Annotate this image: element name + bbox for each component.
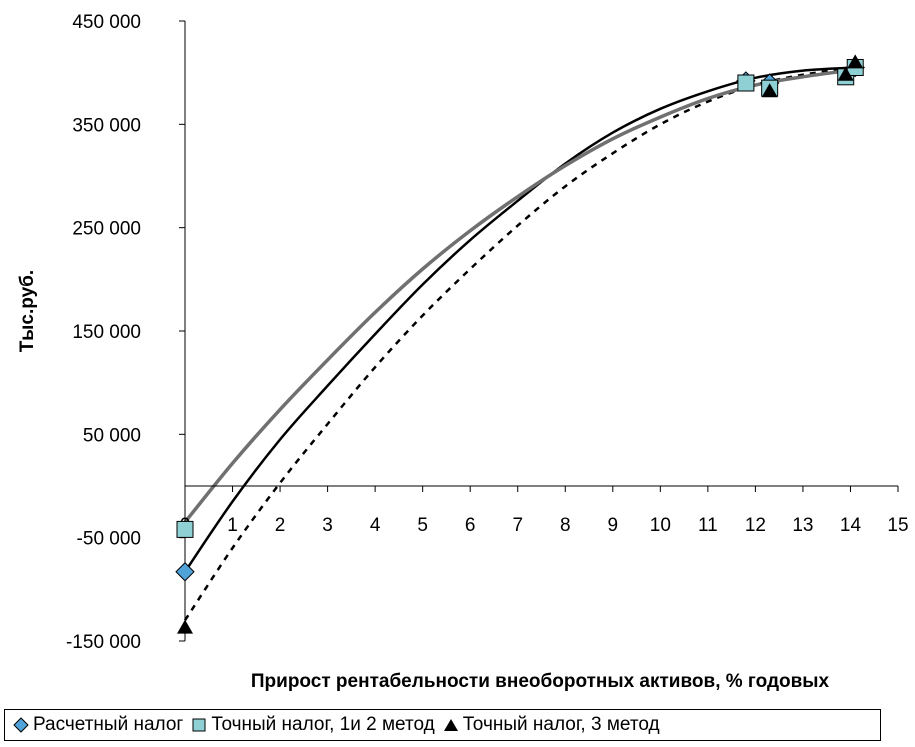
legend-item-calc-tax: Расчетный налог <box>13 714 183 736</box>
x-tick-label: 10 <box>650 515 671 536</box>
x-tick-label: 13 <box>792 515 813 536</box>
x-tick-label: 1 <box>227 515 238 536</box>
x-tick-label: 8 <box>560 515 571 536</box>
series-line-0 <box>183 66 856 573</box>
x-axis-title: Прирост рентабельности внеоборотных акти… <box>251 671 830 692</box>
series-markers <box>175 54 865 634</box>
y-tick-label: 50 000 <box>83 425 141 446</box>
x-tick-label: 9 <box>608 515 619 536</box>
series-line-1 <box>183 67 856 524</box>
y-tick-label: -150 000 <box>66 632 141 653</box>
legend-item-exact-tax-1-2: Точный налог, 1и 2 метод <box>191 714 435 736</box>
axes <box>179 20 899 642</box>
x-tick-label: 7 <box>512 515 523 536</box>
x-tick-label: 5 <box>417 515 428 536</box>
y-axis-title: Тыс.руб. <box>17 270 38 352</box>
series-line-2 <box>183 66 856 622</box>
y-tick-label: 350 000 <box>72 115 141 136</box>
x-tick-label: 15 <box>887 515 908 536</box>
chart-canvas: 450 000 350 000 250 000 150 000 50 000 -50 00… <box>17 12 909 692</box>
diamond-icon <box>13 717 29 733</box>
x-tick-label: 14 <box>840 515 862 536</box>
y-tick-label: 250 000 <box>72 219 141 240</box>
y-tick-label: 450 000 <box>72 12 141 33</box>
x-tick-label: 2 <box>275 515 286 536</box>
triangle-marker <box>837 66 854 81</box>
legend-label: Расчетный налог <box>33 714 184 735</box>
triangle-marker <box>177 619 193 634</box>
x-tick-label: 11 <box>698 515 718 536</box>
square-marker <box>737 74 755 92</box>
x-tick-label: 3 <box>322 515 333 536</box>
legend-label: Точный налог, 3 метод <box>462 714 660 735</box>
square-icon <box>192 718 206 732</box>
square-marker <box>176 520 194 538</box>
series-lines <box>183 66 856 622</box>
x-tick-label: 6 <box>465 515 476 536</box>
x-tick-label: 12 <box>745 515 766 536</box>
diamond-marker <box>175 562 195 582</box>
x-tick-label: 4 <box>370 515 381 536</box>
legend-label: Точный налог, 1и 2 метод <box>211 714 435 735</box>
triangle-icon <box>443 719 458 731</box>
tick-labels: 450 000 350 000 250 000 150 000 50 000 -50 00… <box>66 12 909 653</box>
triangle-marker <box>847 54 864 69</box>
legend: Расчетный налог Точный налог, 1и 2 метод… <box>4 709 881 741</box>
legend-item-exact-tax-3: Точный налог, 3 метод <box>443 714 660 736</box>
triangle-marker <box>761 83 778 98</box>
y-tick-label: 150 000 <box>72 322 141 343</box>
y-tick-label: -50 000 <box>77 529 141 550</box>
